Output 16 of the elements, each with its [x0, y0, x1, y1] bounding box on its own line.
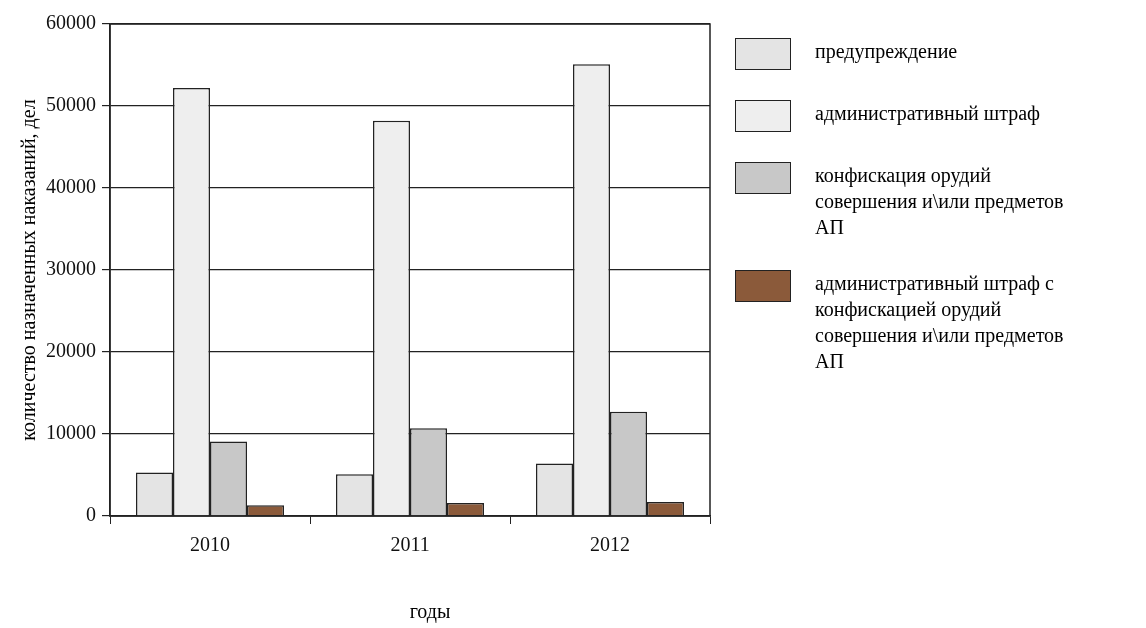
y-axis-title: количество назначенных наказаний, дел [16, 99, 40, 441]
x-tick-label: 2012 [590, 533, 630, 556]
x-tick-label: 2010 [190, 533, 230, 556]
y-tick-label: 30000 [46, 257, 96, 280]
y-tick-label: 40000 [46, 175, 96, 198]
y-tick-label: 10000 [46, 421, 96, 444]
x-axis-title: годы [409, 600, 451, 623]
y-tick-label: 0 [86, 503, 96, 526]
y-tick-label: 20000 [46, 339, 96, 362]
y-tick-label: 50000 [46, 93, 96, 116]
legend-label: конфискация орудий совершения и\или предметов АП [815, 163, 1065, 240]
y-tick-label: 60000 [46, 11, 96, 34]
x-tick-label: 2011 [390, 533, 430, 556]
legend-label: административный штраф [815, 101, 1040, 126]
legend-label: предупреждение [815, 39, 958, 64]
legend-label: административный штраф с конфискацией орудий совершения и\или предметов АП [815, 271, 1065, 374]
